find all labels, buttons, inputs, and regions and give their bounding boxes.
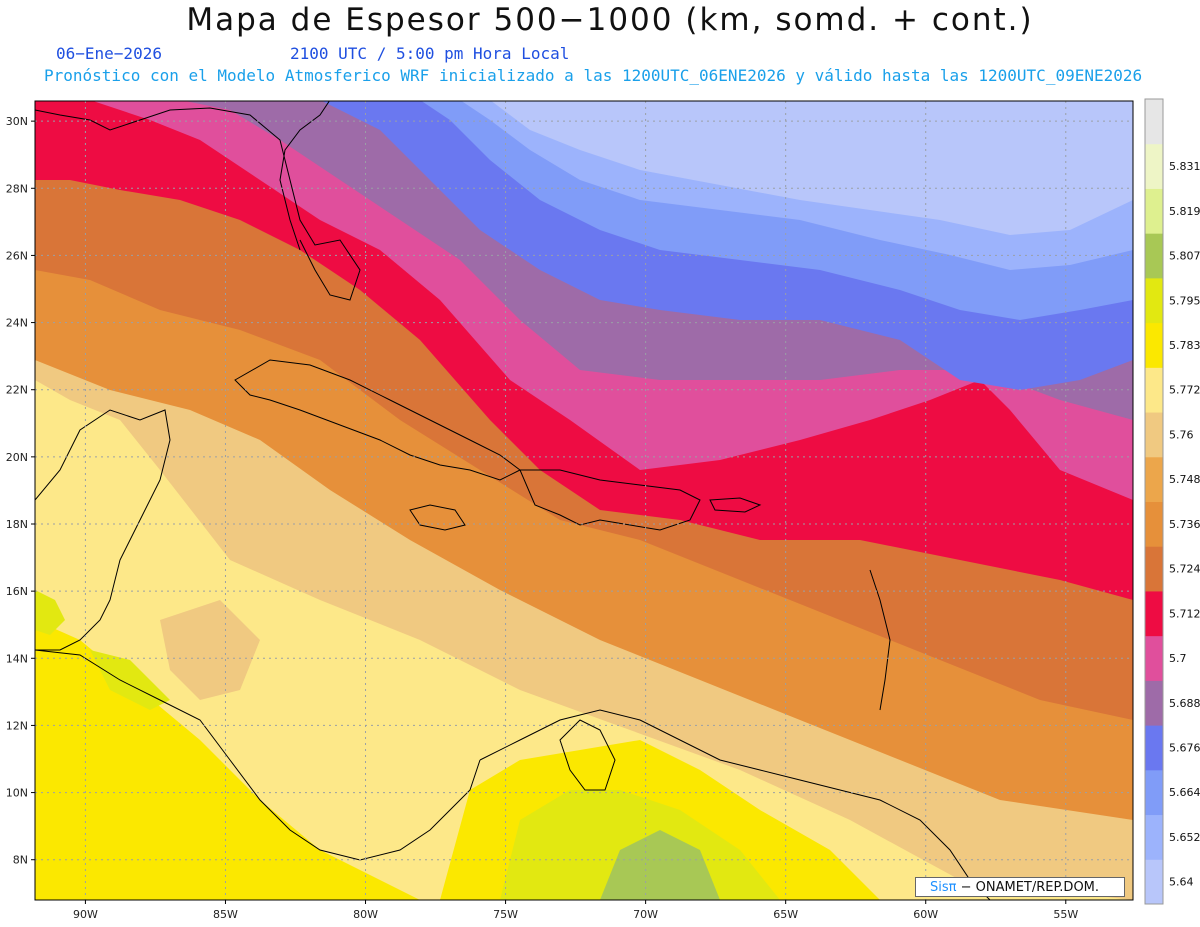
lat-label: 22N [6, 384, 28, 397]
lat-label: 28N [6, 182, 28, 195]
colorbar-label: 5.676 [1169, 741, 1200, 754]
colorbar-label: 5.795 [1169, 294, 1200, 307]
colorbar-swatch [1145, 412, 1163, 458]
lat-label: 12N [6, 719, 28, 732]
lon-label: 90W [73, 908, 98, 921]
colorbar-label: 5.783 [1169, 339, 1200, 352]
colorbar-label: 5.772 [1169, 384, 1200, 397]
colorbar-swatch [1145, 814, 1163, 860]
forecast-time: 2100 UTC / 5:00 pm Hora Local [290, 44, 570, 63]
colorbar-label: 5.64 [1169, 876, 1194, 889]
colorbar-swatch [1145, 99, 1163, 145]
lon-label: 70W [633, 908, 658, 921]
coastlines [35, 101, 991, 900]
colorbar-swatch [1145, 367, 1163, 413]
colorbar-swatch [1145, 322, 1163, 368]
colorbar-frame [1144, 98, 1164, 905]
lat-label: 26N [6, 249, 28, 262]
lat-label: 10N [6, 787, 28, 800]
latitude-labels: 30N 28N 26N 24N 22N 20N 18N 16N 14N 12N 10N 8N [6, 115, 35, 867]
colorbar-swatch [1145, 546, 1163, 592]
map-frame [34, 100, 1134, 901]
colorbar-label: 5.736 [1169, 518, 1200, 531]
colorbar-label: 5.724 [1169, 563, 1200, 576]
lon-label: 80W [353, 908, 378, 921]
credit-text: − ONAMET/REP.DOM. [960, 880, 1100, 895]
colorbar-swatch [1145, 680, 1163, 726]
colorbar-label: 5.819 [1169, 205, 1200, 218]
colorbar-swatch [1145, 590, 1163, 637]
longitude-labels: 90W 85W 80W 75W 70W 65W 60W 55W [73, 900, 1078, 921]
colorbar-label: 5.664 [1169, 786, 1200, 799]
colorbar-label: 5.831 [1169, 160, 1200, 173]
forecast-date: 06−Ene−2026 [56, 44, 162, 63]
lat-label: 20N [6, 451, 28, 464]
credit-box: Sisπ − ONAMET/REP.DOM. [915, 877, 1125, 897]
colorbar-swatch [1145, 277, 1163, 324]
lon-label: 75W [493, 908, 518, 921]
map-title: Mapa de Espesor 500−1000 (km, somd. + co… [186, 2, 1034, 38]
colorbar-swatch [1145, 769, 1163, 816]
lat-label: 30N [6, 115, 28, 128]
lat-label: 8N [13, 854, 28, 867]
lon-label: 85W [213, 908, 238, 921]
colorbar-swatch [1145, 725, 1163, 771]
colorbar-swatch [1145, 501, 1163, 547]
lat-label: 16N [6, 585, 28, 598]
lon-label: 55W [1053, 908, 1078, 921]
colorbar-swatch [1145, 233, 1163, 279]
colorbar-label: 5.712 [1169, 607, 1200, 620]
colorbar-swatch [1145, 143, 1163, 189]
colorbar-label: 5.7 [1169, 652, 1187, 665]
sispi-logo: Sisπ [930, 880, 957, 895]
thickness-fields [35, 101, 1133, 900]
colorbar-swatch [1145, 859, 1163, 905]
colorbar-label: 5.652 [1169, 831, 1200, 844]
lat-lon-grid [35, 101, 1133, 900]
lat-label: 24N [6, 317, 28, 330]
colorbar: 5.64 5.652 5.664 5.676 5.688 5.7 5.712 5.724 5.7… [1144, 98, 1200, 905]
lat-label: 14N [6, 652, 28, 665]
colorbar-label: 5.76 [1169, 428, 1194, 441]
lon-label: 60W [913, 908, 938, 921]
lon-label: 65W [773, 908, 798, 921]
lat-label: 18N [6, 518, 28, 531]
colorbar-swatch [1145, 188, 1163, 234]
forecast-subtitle: Pronóstico con el Modelo Atmosferico WRF… [44, 66, 1143, 85]
colorbar-label: 5.807 [1169, 250, 1200, 263]
colorbar-swatch [1145, 635, 1163, 681]
colorbar-swatch [1145, 456, 1163, 502]
colorbar-label: 5.748 [1169, 473, 1200, 486]
colorbar-label: 5.688 [1169, 697, 1200, 710]
